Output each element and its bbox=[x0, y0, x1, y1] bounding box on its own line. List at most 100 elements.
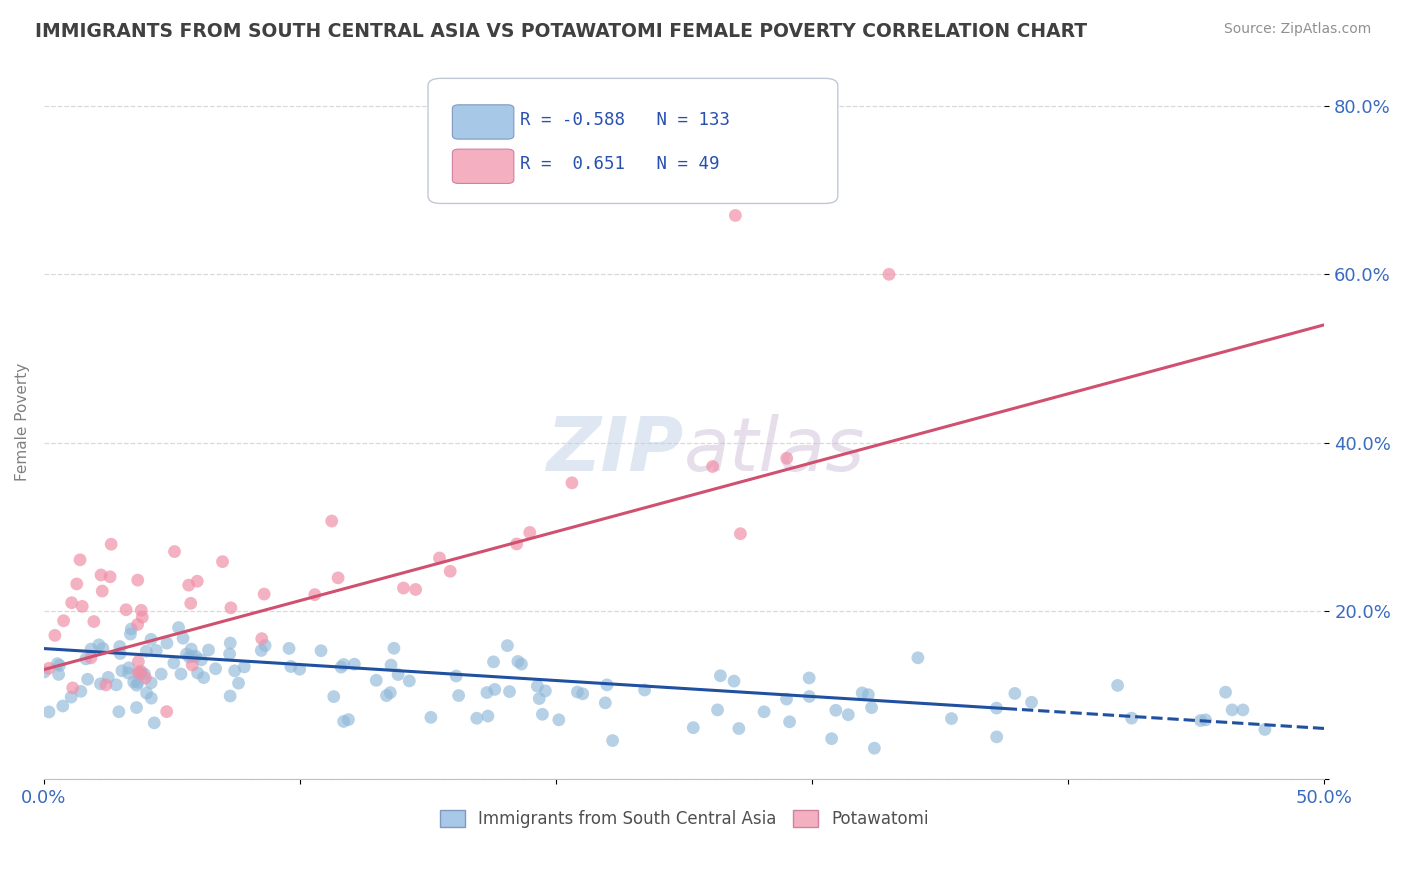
Point bbox=[447, 689, 470, 703]
Point bbox=[163, 656, 186, 670]
Point bbox=[224, 664, 246, 678]
Point bbox=[60, 690, 83, 705]
Point bbox=[186, 574, 208, 589]
Point bbox=[254, 639, 277, 653]
Point bbox=[1107, 678, 1129, 692]
Point bbox=[571, 687, 593, 701]
Point bbox=[253, 587, 276, 601]
Point bbox=[877, 268, 900, 282]
Point bbox=[46, 657, 69, 671]
Point bbox=[322, 690, 344, 704]
Point bbox=[94, 678, 117, 692]
Point bbox=[127, 665, 149, 680]
Point bbox=[187, 665, 209, 680]
Point bbox=[108, 647, 131, 661]
Point bbox=[496, 639, 519, 653]
Point bbox=[108, 705, 131, 719]
Point bbox=[547, 713, 569, 727]
Point bbox=[505, 537, 527, 551]
Point bbox=[332, 657, 354, 672]
Point bbox=[250, 632, 273, 646]
Point bbox=[163, 544, 186, 558]
Point bbox=[506, 655, 529, 669]
Point bbox=[820, 731, 842, 746]
Point bbox=[380, 685, 402, 699]
Point bbox=[304, 588, 326, 602]
Point bbox=[135, 644, 157, 658]
Point bbox=[128, 666, 150, 681]
Point bbox=[337, 713, 360, 727]
Point bbox=[465, 711, 488, 725]
Point bbox=[1254, 723, 1277, 737]
Text: R =  0.651   N = 49: R = 0.651 N = 49 bbox=[520, 155, 720, 173]
Point bbox=[70, 684, 93, 698]
Text: IMMIGRANTS FROM SOUTH CENTRAL ASIA VS POTAWATOMI FEMALE POVERTY CORRELATION CHAR: IMMIGRANTS FROM SOUTH CENTRAL ASIA VS PO… bbox=[35, 22, 1087, 41]
Legend: Immigrants from South Central Asia, Potawatomi: Immigrants from South Central Asia, Pota… bbox=[433, 804, 935, 835]
FancyBboxPatch shape bbox=[427, 78, 838, 203]
Point bbox=[219, 636, 242, 650]
Point bbox=[228, 676, 250, 690]
Text: R = -0.588   N = 133: R = -0.588 N = 133 bbox=[520, 111, 730, 128]
Point bbox=[69, 553, 91, 567]
Point bbox=[529, 691, 551, 706]
Point bbox=[115, 603, 138, 617]
Point bbox=[280, 659, 302, 673]
Point bbox=[498, 684, 520, 698]
FancyBboxPatch shape bbox=[453, 149, 513, 184]
Point bbox=[143, 715, 166, 730]
Point bbox=[90, 568, 112, 582]
Y-axis label: Female Poverty: Female Poverty bbox=[15, 362, 30, 481]
Point bbox=[127, 655, 149, 669]
Point bbox=[326, 571, 349, 585]
Point bbox=[477, 709, 499, 723]
Point bbox=[139, 632, 162, 647]
Point bbox=[91, 584, 114, 599]
Point bbox=[863, 741, 886, 756]
Text: ZIP: ZIP bbox=[547, 414, 685, 486]
Point bbox=[193, 671, 215, 685]
Point bbox=[366, 673, 388, 688]
Point bbox=[730, 526, 752, 541]
Point bbox=[87, 638, 110, 652]
Point bbox=[111, 664, 134, 678]
Point bbox=[728, 722, 751, 736]
Point bbox=[382, 641, 405, 656]
Point bbox=[561, 475, 583, 490]
Point bbox=[134, 671, 156, 685]
Point bbox=[179, 650, 201, 665]
Point bbox=[986, 730, 1008, 744]
Point bbox=[181, 657, 204, 672]
Point bbox=[66, 577, 89, 591]
Point bbox=[752, 705, 775, 719]
FancyBboxPatch shape bbox=[453, 104, 513, 139]
Point bbox=[330, 660, 353, 674]
Point bbox=[526, 679, 548, 693]
Point bbox=[380, 658, 402, 673]
Point bbox=[177, 578, 200, 592]
Point bbox=[851, 686, 873, 700]
Point bbox=[60, 596, 83, 610]
Point bbox=[156, 636, 179, 650]
Point bbox=[309, 644, 332, 658]
Point bbox=[219, 600, 242, 615]
Point bbox=[724, 209, 747, 223]
Point bbox=[83, 615, 105, 629]
Point bbox=[860, 700, 883, 714]
Point bbox=[156, 705, 179, 719]
Point bbox=[602, 733, 624, 747]
Point bbox=[125, 700, 148, 714]
Point bbox=[204, 662, 226, 676]
Point bbox=[1194, 713, 1216, 727]
Point bbox=[117, 666, 139, 681]
Point bbox=[211, 555, 233, 569]
Point bbox=[135, 686, 157, 700]
Point bbox=[907, 650, 929, 665]
Point bbox=[233, 660, 256, 674]
Point bbox=[332, 714, 354, 729]
Point bbox=[439, 564, 461, 578]
Point bbox=[1021, 695, 1043, 709]
Point bbox=[321, 514, 343, 528]
Point bbox=[218, 647, 240, 661]
Point bbox=[799, 671, 821, 685]
Point bbox=[723, 674, 745, 689]
